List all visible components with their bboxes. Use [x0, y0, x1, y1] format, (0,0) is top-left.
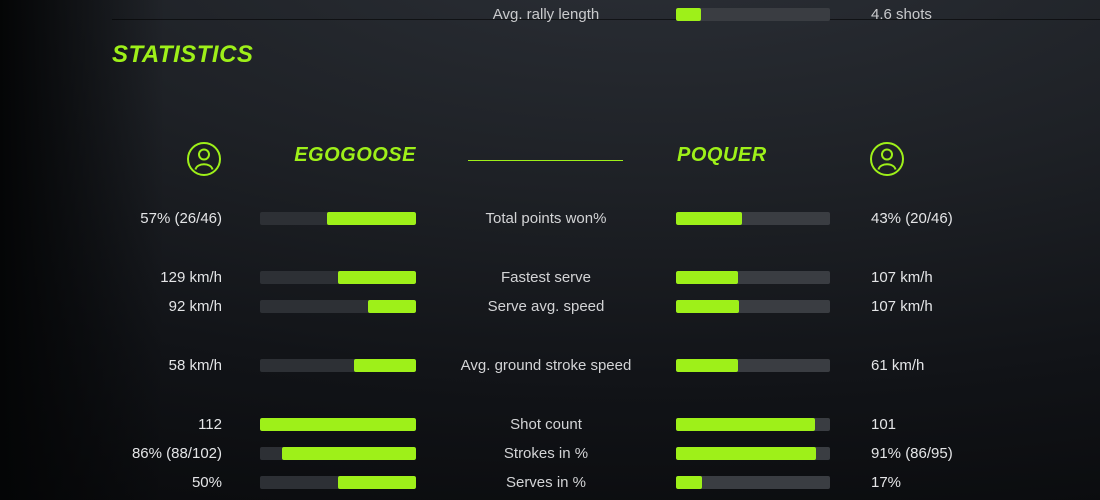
right-player-bar — [676, 271, 830, 284]
left-player-bar-fill — [260, 418, 416, 431]
stat-row: 57% (26/46) Total points won% 43% (20/46… — [0, 204, 1100, 233]
left-player-bar — [260, 300, 416, 313]
rally-row: Avg. rally length 4.6 shots — [0, 0, 1100, 29]
left-player-bar-fill — [353, 359, 416, 372]
left-player-bar-fill — [327, 212, 416, 225]
left-player-value: 92 km/h — [168, 298, 222, 315]
stat-label: Avg. ground stroke speed — [460, 357, 632, 374]
right-player-bar — [676, 359, 830, 372]
rally-label: Avg. rally length — [492, 6, 600, 23]
stat-row: 92 km/h Serve avg. speed 107 km/h — [0, 292, 1100, 321]
stat-row: 50% Serves in % 17% — [0, 468, 1100, 497]
left-player-bar-fill — [367, 300, 416, 313]
left-player-bar — [260, 418, 416, 431]
left-player-bar — [260, 476, 416, 489]
player-name-left: EGOGOOSE — [294, 144, 416, 166]
stat-row: 112 Shot count 101 — [0, 410, 1100, 439]
left-player-bar-fill — [338, 271, 416, 284]
right-player-bar-fill — [676, 359, 738, 372]
stat-label: Strokes in % — [503, 445, 589, 462]
stat-rows: 57% (26/46) Total points won% 43% (20/46… — [0, 204, 1100, 497]
left-player-bar — [260, 359, 416, 372]
right-player-bar-fill — [676, 271, 738, 284]
stat-label: Serves in % — [505, 474, 587, 491]
stat-row: 86% (88/102) Strokes in % 91% (86/95) — [0, 439, 1100, 468]
right-player-value: 43% (20/46) — [871, 210, 953, 227]
user-avatar-icon[interactable] — [869, 141, 905, 177]
right-player-bar — [676, 300, 830, 313]
right-player-bar-fill — [676, 476, 703, 489]
stat-label: Shot count — [510, 416, 582, 433]
user-avatar-icon[interactable] — [186, 141, 222, 177]
rally-value: 4.6 shots — [871, 6, 932, 23]
right-player-bar-fill — [676, 212, 743, 225]
right-player-bar-fill — [676, 418, 815, 431]
left-player-value: 57% (26/46) — [140, 210, 222, 227]
left-player-bar — [260, 271, 416, 284]
left-player-bar-fill — [338, 476, 416, 489]
right-player-bar — [676, 212, 830, 225]
header-divider — [468, 160, 623, 161]
rally-bar — [676, 8, 830, 21]
right-player-bar-fill — [676, 447, 817, 460]
stat-label: Fastest serve — [500, 269, 592, 286]
stat-row: 58 km/h Avg. ground stroke speed 61 km/h — [0, 351, 1100, 380]
right-player-bar — [676, 418, 830, 431]
player-name-right: POQUER — [677, 144, 767, 166]
right-player-bar-fill — [676, 300, 740, 313]
left-player-value: 58 km/h — [168, 357, 222, 374]
right-player-bar — [676, 447, 830, 460]
top-divider — [112, 19, 1100, 20]
right-player-value: 107 km/h — [871, 298, 933, 315]
right-player-value: 101 — [871, 416, 897, 433]
right-player-value: 17% — [871, 474, 902, 491]
stat-row: 129 km/h Fastest serve 107 km/h — [0, 263, 1100, 292]
page-title: STATISTICS — [112, 41, 254, 68]
left-player-bar-fill — [281, 447, 416, 460]
stat-label: Serve avg. speed — [487, 298, 605, 315]
right-player-bar — [676, 476, 830, 489]
left-player-value: 50% — [191, 474, 222, 491]
left-player-value: 86% (88/102) — [131, 445, 222, 462]
right-player-value: 61 km/h — [871, 357, 925, 374]
right-player-value: 91% (86/95) — [871, 445, 953, 462]
left-player-bar — [260, 447, 416, 460]
left-player-value: 112 — [198, 416, 222, 433]
right-player-value: 107 km/h — [871, 269, 933, 286]
stat-label: Total points won% — [485, 210, 607, 227]
rally-bar-fill — [676, 8, 701, 21]
left-player-value: 129 km/h — [160, 269, 222, 286]
left-player-bar — [260, 212, 416, 225]
